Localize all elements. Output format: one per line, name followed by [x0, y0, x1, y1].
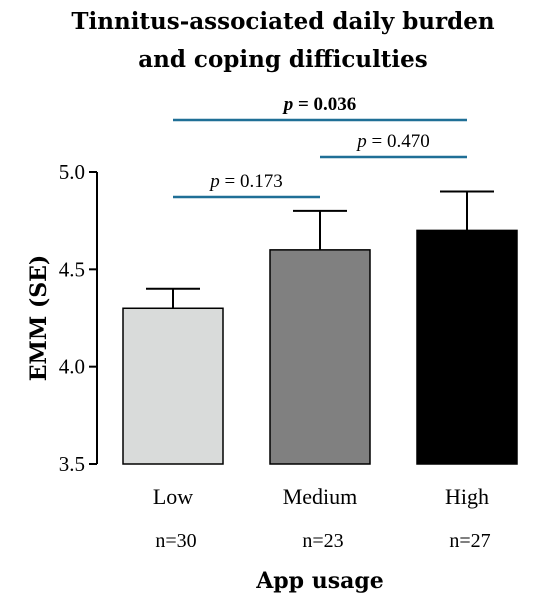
- category-label: Low: [153, 484, 193, 509]
- p-value-label: p = 0.036: [282, 94, 357, 115]
- y-tick-label: 3.5: [59, 452, 85, 476]
- bar: [269, 249, 371, 465]
- y-tick-label: 4.0: [59, 355, 85, 379]
- category-label: High: [445, 484, 489, 509]
- y-tick-label: 5.0: [59, 160, 85, 184]
- bar: [122, 307, 224, 465]
- n-label: n=23: [302, 530, 343, 552]
- chart-title-line-2: and coping difficulties: [138, 46, 428, 73]
- plot-area: 3.5 4.0 4.5 5.0 Low n=30 Medium n=23 High n=27 p =…: [59, 94, 518, 552]
- chart-title-line-1: Tinnitus-associated daily burden: [71, 8, 494, 35]
- p-value-label: p = 0.470: [355, 131, 429, 152]
- n-label: n=27: [449, 530, 490, 552]
- n-label: n=30: [155, 530, 196, 552]
- x-axis-label: App usage: [255, 568, 384, 594]
- bar: [416, 229, 518, 465]
- y-axis-label: EMM (SE): [26, 255, 52, 382]
- category-label: Medium: [283, 484, 358, 509]
- y-tick-label: 4.5: [59, 257, 85, 281]
- p-value-label: p = 0.173: [208, 171, 282, 192]
